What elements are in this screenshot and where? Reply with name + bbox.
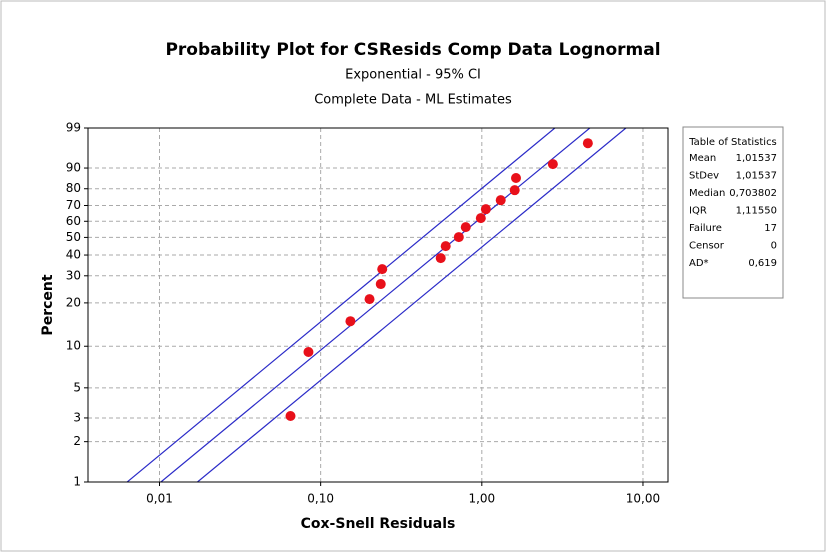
ci-line	[126, 128, 556, 482]
point	[460, 222, 471, 233]
stats-title: Table of Statistics	[688, 137, 777, 148]
y-axis-label: Percent	[40, 274, 56, 335]
subtitle: Complete Data - ML Estimates	[314, 93, 512, 108]
x-tick-label: 1,00	[468, 492, 495, 506]
point	[440, 241, 451, 252]
y-tick-label: 40	[66, 248, 81, 262]
stats-label: IQR	[689, 206, 707, 217]
stats-value: 1,01537	[736, 171, 777, 182]
y-tick-label: 90	[66, 161, 81, 175]
stats-value: 1,11550	[736, 206, 777, 217]
stats-table: Table of Statistics Mean 1,01537 StDev 1,015…	[682, 126, 784, 299]
ci-line	[197, 128, 627, 482]
stats-value: 0,703802	[729, 188, 777, 199]
y-tick-label: 70	[66, 198, 81, 212]
point	[435, 253, 446, 264]
y-tick-label: 10	[66, 339, 81, 353]
point	[375, 279, 386, 290]
stats-box	[682, 126, 784, 299]
subtitle: Exponential - 95% CI	[345, 68, 481, 83]
point	[303, 346, 314, 357]
x-tick-label: 0,10	[307, 492, 334, 506]
y-tick-label: 1	[73, 475, 81, 489]
y-tick-label: 60	[66, 214, 81, 228]
chart-title: Probability Plot for CSResids Comp Data …	[165, 40, 660, 60]
point	[285, 411, 296, 422]
stats-label: Failure	[689, 223, 722, 234]
point	[475, 213, 486, 224]
stats-value: 0	[771, 241, 777, 252]
plot-area: 1 2 3 5 10 20 30 40 50 60 70 80 90 99 0,01 0,10 1,00 10,0…	[66, 121, 668, 506]
stats-label: Censor	[689, 241, 725, 252]
y-tick-label: 30	[66, 268, 81, 282]
point	[547, 159, 558, 170]
y-tick-label: 99	[66, 121, 81, 135]
point	[582, 138, 593, 149]
point	[511, 173, 522, 184]
x-tick-label: 10,00	[626, 492, 660, 506]
y-tick-label: 5	[73, 380, 81, 394]
x-tick-label: 0,01	[146, 492, 173, 506]
y-tick-label: 2	[73, 434, 81, 448]
point	[480, 204, 491, 215]
point	[364, 294, 375, 305]
y-tick-label: 20	[66, 295, 81, 309]
stats-label: Median	[689, 188, 725, 199]
stats-value: 0,619	[748, 258, 777, 269]
point	[495, 195, 506, 206]
stats-value: 17	[764, 223, 777, 234]
plot-frame	[87, 127, 669, 483]
stats-label: Mean	[689, 153, 716, 164]
y-tick-label: 3	[73, 410, 81, 424]
y-tick-label: 50	[66, 230, 81, 244]
stats-label: StDev	[689, 171, 719, 182]
point	[509, 185, 520, 196]
point	[453, 232, 464, 243]
point	[377, 264, 388, 275]
y-tick-label: 80	[66, 181, 81, 195]
stats-value: 1,01537	[736, 153, 777, 164]
point	[345, 316, 356, 327]
x-axis-label: Cox-Snell Residuals	[301, 516, 456, 532]
stats-label: AD*	[689, 258, 709, 269]
